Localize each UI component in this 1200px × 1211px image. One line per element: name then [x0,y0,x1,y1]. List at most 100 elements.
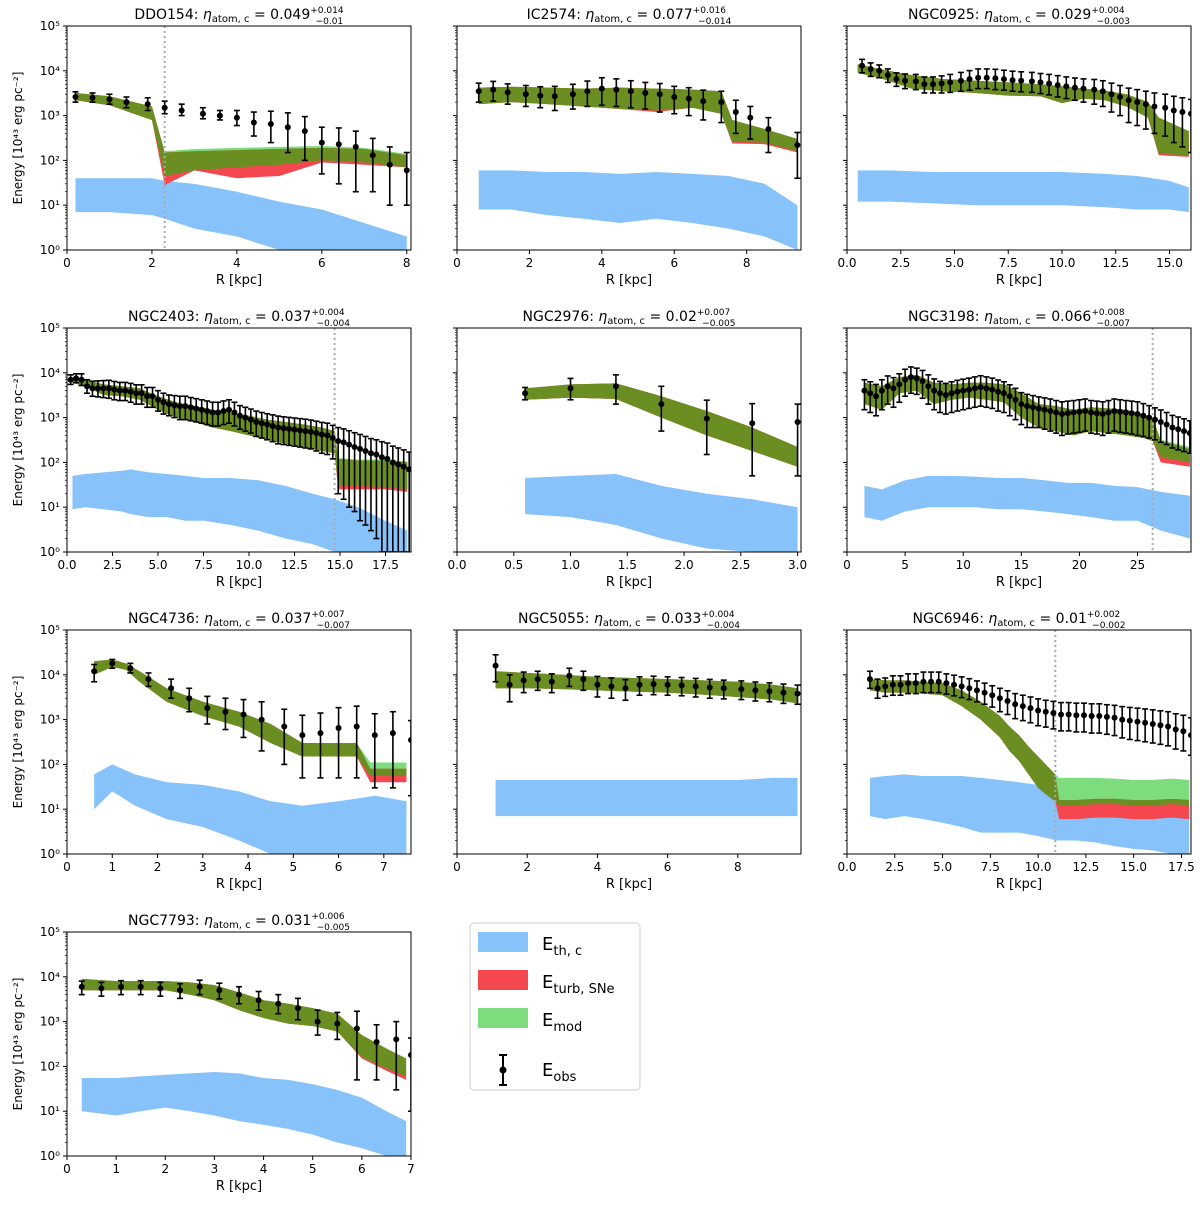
obs-point [905,673,912,695]
obs-marker [658,401,665,408]
obs-point [199,106,206,120]
obs-point [957,71,964,93]
obs-point [264,412,271,441]
x-tick-label: 10.0 [1025,860,1052,874]
obs-marker [1117,408,1124,415]
obs-point [983,376,990,409]
obs-point [284,112,291,154]
obs-point [250,111,257,137]
obs-marker [318,431,325,438]
obs-marker [1175,426,1182,433]
obs-marker [1096,713,1103,720]
obs-point [334,1011,341,1041]
panel-ngc6946: 0.0 2.5 5.0 7.5 10.0 12.5 15.0 17.5 R [kpc] NGC69… [837,610,1194,892]
obs-marker [258,420,265,427]
axes-frame [846,25,1192,251]
obs-marker [144,101,151,108]
obs-point [408,719,411,797]
obs-marker [732,109,739,116]
panel-title: IC2574: ηatom, c = 0.077+0.016 −0.014 [527,6,732,27]
obs-point [1091,78,1098,105]
obs-marker [720,685,727,692]
obs-marker [1006,393,1013,400]
obs-marker [1035,405,1042,412]
obs-point [94,380,101,398]
x-tick-label: 12.5 [1102,256,1129,270]
obs-point [1071,77,1078,102]
obs-point [307,419,314,450]
obs-marker [133,390,140,397]
obs-marker [1157,722,1164,729]
obs-marker [400,463,407,470]
obs-marker [318,139,325,146]
x-tick-label: 7.5 [999,256,1018,270]
obs-marker [921,81,928,88]
obs-point [1119,705,1126,739]
x-tick-label: 5.0 [933,860,952,874]
obs-marker [884,72,891,79]
obs-marker [977,384,984,391]
obs-marker [286,425,293,432]
obs-point [656,82,663,113]
obs-marker [1019,703,1026,710]
obs-point [291,417,298,447]
legend-marker-obs [499,1054,507,1086]
obs-point [302,418,309,449]
obs-point [1070,399,1077,434]
obs-marker [996,695,1003,702]
obs-marker [1186,430,1191,437]
axes-frame [846,629,1192,855]
axes-frame [456,327,802,553]
x-tick-label: 2.5 [731,558,750,572]
obs-marker [1108,91,1115,98]
obs-marker [794,690,801,697]
obs-point [861,378,868,411]
obs-point [1096,703,1103,734]
obs-point [1028,71,1035,94]
obs-marker [942,391,949,398]
x-tick-label: 2.5 [885,860,904,874]
obs-marker [902,376,909,383]
obs-point [1108,82,1115,113]
y-tick-label: 10⁵ [40,623,60,637]
obs-marker [890,385,897,392]
obs-marker [594,681,601,688]
x-tick-label: 17.5 [1168,860,1195,874]
plot-area [78,978,411,1156]
obs-marker [936,390,943,397]
obs-marker [1058,711,1065,718]
x-tick-label: 15.0 [1120,860,1147,874]
obs-marker [138,390,145,397]
x-tick-label: 0 [453,860,461,874]
obs-marker [983,74,990,81]
obs-point [196,979,203,996]
plot-area [522,374,801,552]
axes-frame [456,629,802,855]
x-tick-label: 17.5 [372,558,399,572]
obs-marker [1119,716,1126,723]
obs-marker [216,112,223,119]
legend-swatch-mod [478,1008,528,1028]
obs-marker [236,991,242,998]
obs-point [1134,401,1141,437]
obs-marker [269,422,276,429]
obs-point [954,379,961,412]
obs-marker [537,92,544,99]
obs-point [567,377,574,401]
x-tick-label: 0 [63,860,71,874]
obs-marker [1105,409,1112,416]
obs-marker [1181,428,1188,435]
obs-marker [1188,732,1191,739]
obs-point [1059,401,1065,437]
y-tick-label: 10⁰ [40,545,60,559]
x-axis-label: R [kpc] [216,273,262,288]
obs-point [1037,72,1044,95]
y-tick-label: 10² [40,1059,60,1073]
obs-marker [951,681,958,688]
eth-band [864,475,1190,539]
legend-swatch-turb [478,970,528,990]
obs-marker [111,386,118,393]
obs-point [335,127,342,185]
obs-point [215,401,222,427]
obs-marker [353,1025,360,1032]
